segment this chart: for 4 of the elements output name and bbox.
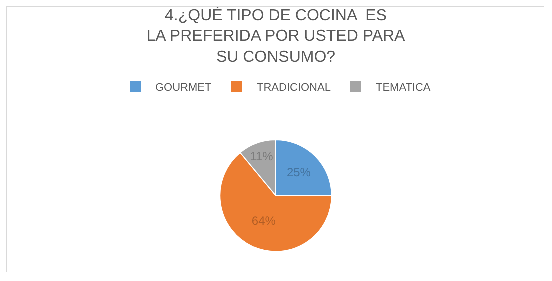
data-label: 64% — [252, 214, 276, 228]
legend-label: TRADICIONAL — [257, 82, 331, 94]
legend-label: GOURMET — [156, 82, 212, 94]
legend-label: TEMATICA — [376, 82, 432, 94]
